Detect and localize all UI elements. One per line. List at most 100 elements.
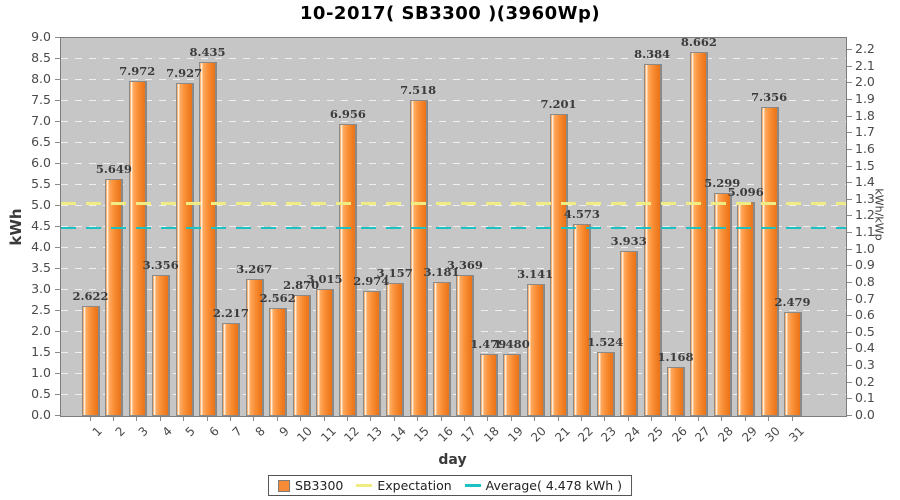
- left-tick-mark: [55, 100, 60, 101]
- right-tick-label: 0.6: [855, 307, 875, 323]
- bar-value-label: 3.141: [517, 267, 554, 282]
- gridline: [61, 289, 846, 290]
- right-tick-mark: [847, 82, 852, 84]
- right-tick-label: 0.9: [855, 257, 875, 273]
- right-tick-mark: [847, 415, 852, 416]
- left-tick-mark: [55, 268, 60, 269]
- x-tick-label-day-3: 3: [135, 424, 152, 440]
- right-tick-mark: [847, 98, 852, 100]
- x-tick-label-day-20: 20: [528, 424, 549, 445]
- x-tick-label-day-24: 24: [621, 424, 643, 445]
- bar-day-23: [596, 352, 614, 416]
- bar-value-label: 7.927: [166, 66, 203, 81]
- left-tick-label: 6.0: [31, 155, 51, 170]
- legend-item-sb3300: SB3300: [278, 478, 343, 493]
- x-tick-label-day-11: 11: [317, 424, 339, 445]
- x-tick-mark: [651, 417, 653, 421]
- legend-line-swatch: [356, 484, 373, 487]
- left-tick-mark: [55, 121, 60, 122]
- right-tick-mark: [847, 182, 852, 184]
- x-tick-label-day-5: 5: [182, 424, 198, 440]
- left-tick-label: 5.5: [31, 176, 51, 191]
- bar-day-29: [737, 201, 755, 416]
- x-tick-label-day-19: 19: [504, 424, 526, 445]
- x-tick-mark: [206, 417, 208, 421]
- x-tick-label-day-8: 8: [252, 424, 269, 440]
- right-tick-mark: [847, 148, 852, 150]
- left-tick-label: 8.0: [31, 71, 51, 86]
- bar-value-label: 2.217: [212, 305, 249, 320]
- reference-line-expectation: [61, 202, 846, 206]
- gridline: [61, 394, 846, 395]
- bar-value-label: 3.157: [376, 266, 413, 281]
- bar-value-label: 3.181: [423, 265, 460, 280]
- bar-value-label: 3.356: [142, 258, 179, 273]
- x-tick-label-day-26: 26: [668, 424, 690, 445]
- x-tick-label-day-30: 30: [762, 424, 783, 445]
- gridline: [61, 247, 846, 248]
- x-tick-mark: [463, 417, 465, 421]
- x-tick-label-day-7: 7: [229, 424, 245, 440]
- gridline: [61, 373, 846, 374]
- gridline: [61, 163, 846, 164]
- left-tick-mark: [55, 415, 60, 416]
- left-tick-label: 1.5: [31, 344, 51, 359]
- x-tick-label-day-2: 2: [112, 424, 128, 440]
- x-tick-label-day-23: 23: [598, 424, 620, 445]
- right-tick-label: 0.8: [855, 273, 875, 289]
- bar-value-label: 3.933: [610, 233, 647, 248]
- bar-day-11: [316, 289, 333, 416]
- gridline: [61, 331, 846, 332]
- gridline: [61, 142, 846, 143]
- bar-day-10: [292, 295, 310, 416]
- x-tick-mark: [112, 417, 114, 421]
- bar-value-label: 1.524: [587, 335, 624, 349]
- bar-day-16: [433, 282, 450, 416]
- x-tick-label-day-13: 13: [364, 424, 386, 445]
- bar-value-label: 8.384: [634, 46, 671, 61]
- bar-day-7: [222, 322, 240, 416]
- bar-value-label: 2.870: [283, 278, 320, 293]
- bar-day-12: [339, 123, 357, 416]
- x-tick-mark: [744, 417, 746, 421]
- bar-day-15: [409, 100, 427, 416]
- x-tick-mark: [534, 417, 536, 421]
- left-tick-mark: [55, 142, 60, 143]
- gridline: [61, 100, 846, 101]
- x-tick-mark: [627, 417, 629, 421]
- left-tick-label: 0.5: [31, 386, 51, 401]
- left-tick-label: 4.5: [31, 218, 51, 233]
- x-tick-label-day-16: 16: [434, 424, 456, 445]
- x-tick-label-day-18: 18: [481, 424, 503, 445]
- x-tick-label-day-9: 9: [276, 424, 292, 440]
- bar-value-label: 8.435: [189, 44, 226, 59]
- y-axis-label-left: kWh: [7, 208, 25, 246]
- x-tick-mark: [229, 417, 231, 421]
- right-tick-mark: [847, 232, 852, 234]
- right-tick-mark: [847, 331, 852, 333]
- right-tick-label: 0.2: [855, 373, 875, 389]
- bar-day-26: [667, 366, 684, 416]
- x-tick-mark: [323, 417, 325, 421]
- x-tick-mark: [768, 417, 770, 421]
- gridline: [61, 205, 846, 206]
- right-tick-label: 1.6: [855, 140, 875, 156]
- left-tick-mark: [55, 394, 60, 395]
- bar-value-label: 2.479: [774, 294, 811, 309]
- bar-day-28: [713, 193, 731, 416]
- right-tick-mark: [847, 381, 852, 383]
- bar-value-label: 5.299: [704, 176, 741, 191]
- right-tick-label: 1.0: [855, 240, 875, 256]
- bar-value-label: 3.267: [236, 261, 273, 276]
- right-tick-label: 1.1: [855, 224, 875, 240]
- x-tick-label-day-12: 12: [341, 424, 362, 445]
- x-tick-mark: [674, 417, 676, 421]
- left-tick-mark: [55, 163, 60, 164]
- gridline: [61, 310, 846, 311]
- right-tick-mark: [847, 265, 852, 267]
- left-tick-mark: [55, 79, 60, 80]
- x-tick-mark: [276, 417, 278, 421]
- left-tick-mark: [55, 247, 60, 248]
- bar-value-label: 2.562: [259, 291, 296, 306]
